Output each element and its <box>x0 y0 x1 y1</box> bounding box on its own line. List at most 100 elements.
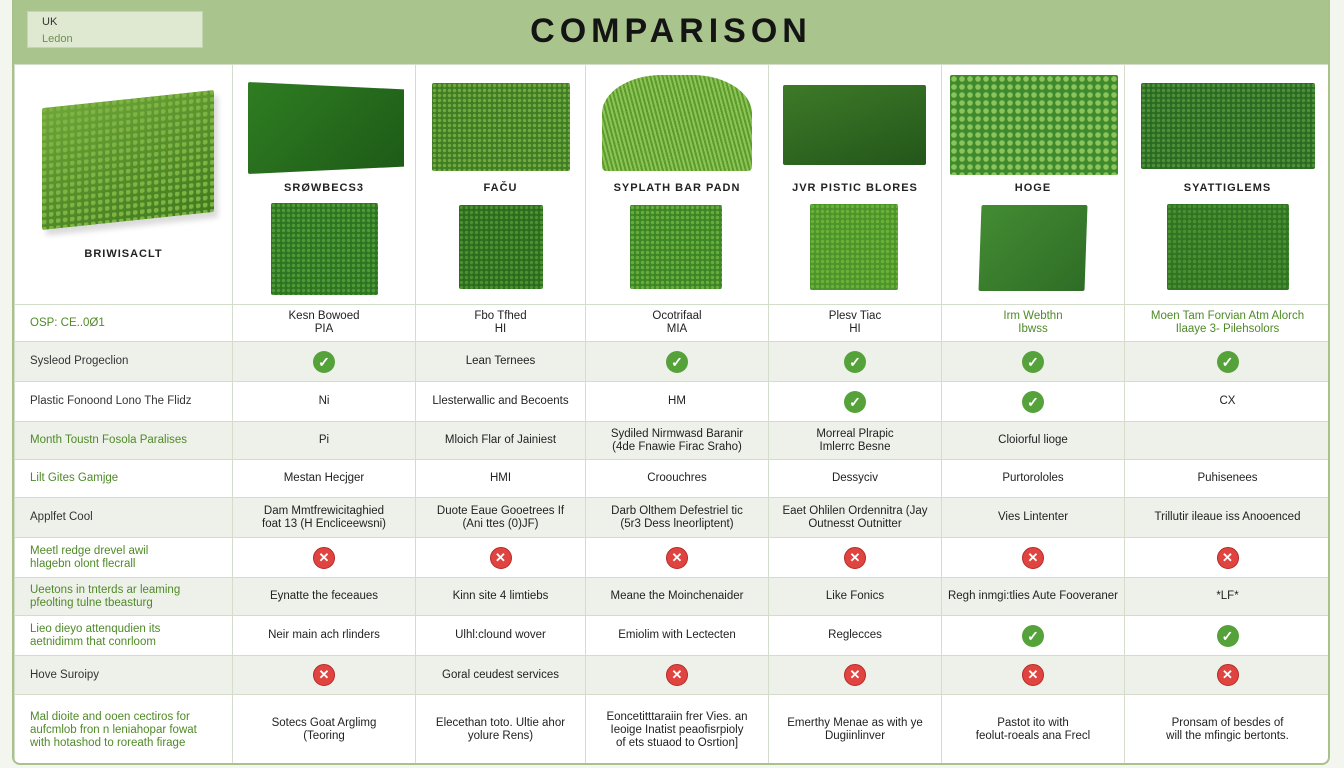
feature-label: Meetl redge drevel awil hlagebn olont fl… <box>14 537 233 578</box>
feature-value: CX <box>1124 381 1328 422</box>
feature-value: Sydiled Nirmwasd Baranir (4de Fnawie Fir… <box>585 421 769 460</box>
feature-value: Darb Olthem Defestriel tic (5r3 Dess lne… <box>585 497 769 538</box>
feature-value: Cloiorful lioge <box>941 421 1125 460</box>
page-title: COMPARISON <box>530 12 812 50</box>
feature-value: Eynatte the feceaues <box>232 577 416 616</box>
grass-swatch-image <box>271 203 378 295</box>
cross-cell: ✕ <box>585 537 769 578</box>
product-column-5: HOGE <box>941 64 1125 305</box>
feature-row: Applfet Cool Dam Mmtfrewicitaghied foat 1… <box>14 497 1328 538</box>
check-cell: ✓ <box>1124 341 1328 382</box>
cross-cell: ✕ <box>941 655 1125 695</box>
feature-value: Like Fonics <box>768 577 942 616</box>
feature-row: OSP: CE..0Ø1 Kesn Bowoed PIA Fbo Tfhed HI O… <box>14 304 1328 342</box>
feature-value: Plesv Tiac HI <box>768 304 942 342</box>
grass-swatch-image <box>1167 204 1289 290</box>
feature-value: Dam Mmtfrewicitaghied foat 13 (H Enclice… <box>232 497 416 538</box>
badge-city: Ledon <box>42 33 73 45</box>
feature-value: Morreal Plrapic Imlerrc Besne <box>768 421 942 460</box>
check-icon: ✓ <box>1022 390 1044 413</box>
check-icon: ✓ <box>1216 350 1239 373</box>
cross-icon: ✕ <box>1216 546 1239 569</box>
cross-icon: ✕ <box>1216 664 1239 686</box>
feature-value: Eaet Ohlilen Ordennitra (Jay Outnesst Ou… <box>768 497 942 538</box>
feature-value: Pastot ito with feolut-roeals ana Frecl <box>941 694 1125 763</box>
badge-country: UK <box>42 16 58 28</box>
feature-label: Sysleod Progeclion <box>14 341 233 382</box>
check-cell: ✓ <box>232 341 416 382</box>
header: UK Ledon COMPARISON <box>14 0 1328 64</box>
comparison-table: BRIWISACLT SRØWBECS3 FAČU <box>14 64 1328 763</box>
product-column-1: SRØWBECS3 <box>232 64 416 305</box>
cross-icon: ✕ <box>1022 664 1044 686</box>
check-cell: ✓ <box>585 341 769 382</box>
check-cell: ✓ <box>941 381 1125 422</box>
hedge-wall-image <box>42 89 214 231</box>
check-icon: ✓ <box>1022 350 1044 373</box>
feature-value: Emerthy Menae as with ye Dugiinlinver <box>768 694 942 763</box>
cross-cell: ✕ <box>585 655 769 695</box>
feature-value: Llesterwallic and Becoents <box>415 381 586 422</box>
feature-value: Meane the Moinchenaider <box>585 577 769 616</box>
feature-label: Lilt Gites Gamjge <box>14 459 233 498</box>
product-name-5: HOGE <box>1014 182 1052 194</box>
check-icon: ✓ <box>844 350 866 373</box>
feature-label: Applfet Cool <box>14 497 233 538</box>
grass-panel-image <box>783 85 926 165</box>
feature-value: Mloich Flar of Jainiest <box>415 421 586 460</box>
product-name-0: BRIWISACLT <box>84 248 163 260</box>
product-name-6: SYATTIGLEMS <box>1183 182 1272 194</box>
feature-value: *LF* <box>1124 577 1328 616</box>
cross-cell: ✕ <box>1124 655 1328 695</box>
check-icon: ✓ <box>844 390 866 413</box>
feature-row: Lilt Gites Gamjge Mestan Hecjger HMI Croouc… <box>14 459 1328 498</box>
feature-label: Plastic Fonoond Lono The Flidz <box>14 381 233 422</box>
cross-cell: ✕ <box>768 655 942 695</box>
cross-icon: ✕ <box>666 664 688 686</box>
feature-label: Mal dioite and ooen cectiros for aufcmlo… <box>14 694 233 763</box>
product-column-4: JVR PISTIC BLORES <box>768 64 942 305</box>
check-icon: ✓ <box>313 350 335 373</box>
feature-row: Meetl redge drevel awil hlagebn olont fl… <box>14 537 1328 578</box>
grass-panel-image <box>602 75 752 171</box>
feature-value: Emiolim with Lectecten <box>585 615 769 656</box>
feature-label: OSP: CE..0Ø1 <box>14 304 233 342</box>
cross-icon: ✕ <box>844 664 866 686</box>
feature-value: Pi <box>232 421 416 460</box>
region-badge: UK Ledon <box>27 11 203 48</box>
cross-icon: ✕ <box>489 546 512 569</box>
grass-panel-image <box>248 82 404 174</box>
feature-value: Irm Webthn Ibwss <box>941 304 1125 342</box>
cross-icon: ✕ <box>666 546 688 569</box>
feature-value: Duote Eaue Gooetrees If (Ani ttes (0)JF) <box>415 497 586 538</box>
cross-icon: ✕ <box>313 664 335 686</box>
feature-value: Lean Ternees <box>415 341 586 382</box>
feature-label: Hove Suroipy <box>14 655 233 695</box>
feature-value: Regh inmgi:tlies Aute Fooveraner <box>941 577 1125 616</box>
check-cell: ✓ <box>768 341 942 382</box>
grass-panel-image <box>950 75 1118 175</box>
feature-value: Neir main ach rlinders <box>232 615 416 656</box>
product-column-2: FAČU <box>415 64 586 305</box>
product-column-3: SYPLATH BAR PADN <box>585 64 769 305</box>
feature-value: Mestan Hecjger <box>232 459 416 498</box>
product-image-row: BRIWISACLT SRØWBECS3 FAČU <box>14 64 1328 305</box>
feature-value: Ni <box>232 381 416 422</box>
check-cell: ✓ <box>1124 615 1328 656</box>
product-column-0: BRIWISACLT <box>14 64 233 305</box>
feature-value: Puhisenees <box>1124 459 1328 498</box>
feature-value: Dessyciv <box>768 459 942 498</box>
check-icon: ✓ <box>1216 624 1239 647</box>
grass-swatch-image <box>459 205 543 289</box>
feature-row: Month Toustn Fosola Paralises Pi Mloich Fl… <box>14 421 1328 460</box>
feature-value: Ocotrifaal MIA <box>585 304 769 342</box>
feature-value: Vies Lintenter <box>941 497 1125 538</box>
feature-value: HMI <box>415 459 586 498</box>
cross-cell: ✕ <box>232 655 416 695</box>
feature-value: Fbo Tfhed HI <box>415 304 586 342</box>
check-icon: ✓ <box>666 350 688 373</box>
feature-label: Ueetons in tnterds ar leaming pfeolting … <box>14 577 233 616</box>
feature-value: Goral ceudest services <box>415 655 586 695</box>
grass-panel-image <box>1141 83 1315 169</box>
feature-value: Purtorololes <box>941 459 1125 498</box>
